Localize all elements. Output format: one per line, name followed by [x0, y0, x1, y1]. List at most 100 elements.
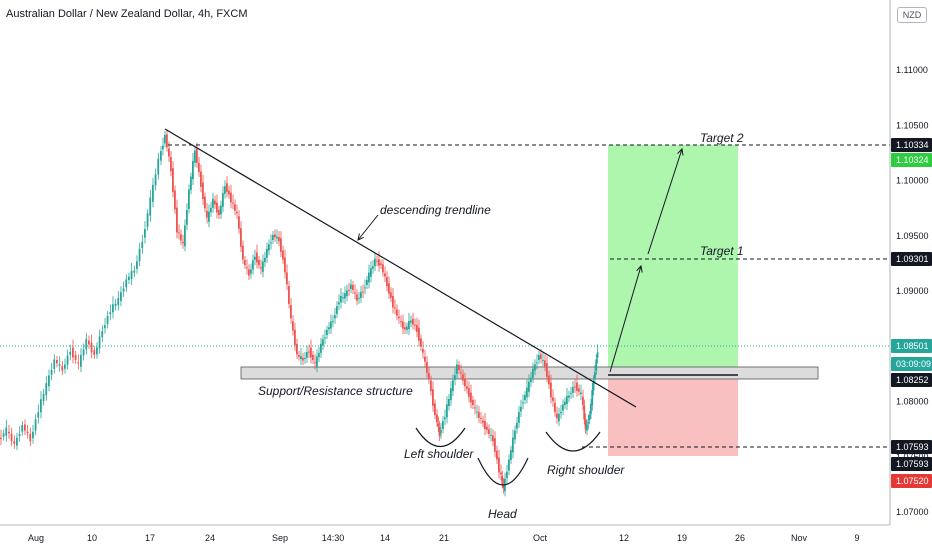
candle	[364, 279, 366, 295]
candle	[418, 319, 420, 347]
candle	[506, 464, 508, 484]
candle	[198, 156, 200, 178]
candle	[146, 209, 149, 231]
candle	[238, 210, 240, 234]
candle	[184, 219, 186, 252]
candle	[354, 284, 356, 300]
currency-badge[interactable]: NZD	[897, 7, 927, 23]
candle	[32, 424, 34, 444]
y-tick-label: 1.08000	[896, 397, 929, 407]
candle	[422, 341, 424, 359]
candle	[556, 406, 558, 424]
x-tick-label: 26	[735, 533, 745, 543]
candle	[466, 380, 468, 394]
candle	[133, 265, 136, 278]
candle	[29, 427, 32, 447]
y-tick-label: 1.07000	[896, 507, 929, 517]
candle	[430, 375, 432, 396]
candle	[437, 416, 440, 433]
candle	[424, 349, 426, 368]
candle	[570, 386, 572, 399]
candle	[374, 252, 376, 272]
candle	[558, 407, 560, 427]
candle	[16, 432, 18, 451]
price-tag-label: 1.07520	[896, 476, 929, 486]
candle	[258, 256, 260, 269]
candle	[286, 264, 288, 291]
candle	[24, 419, 26, 436]
candle	[254, 249, 256, 266]
candle	[526, 379, 528, 404]
candle	[372, 260, 374, 274]
candle	[591, 382, 594, 411]
candle	[96, 342, 98, 359]
candle	[122, 281, 125, 298]
candle	[536, 354, 538, 370]
candle	[408, 312, 410, 336]
candle	[106, 311, 109, 329]
candle	[72, 339, 74, 364]
candle	[340, 287, 342, 309]
candle	[480, 411, 482, 424]
price-tag-label: 1.10334	[896, 140, 929, 150]
candle	[452, 374, 454, 397]
price-tag-label: 03:09:09	[896, 359, 931, 369]
candle	[141, 234, 144, 254]
candle	[332, 315, 334, 328]
y-tick-label: 1.10500	[896, 120, 929, 130]
candle	[462, 369, 464, 386]
candle	[264, 251, 266, 268]
candle	[360, 286, 362, 303]
candle	[442, 416, 444, 434]
candle	[538, 351, 540, 364]
candle	[218, 206, 220, 219]
candle	[588, 411, 591, 424]
candle	[412, 312, 414, 330]
candle	[550, 374, 552, 404]
x-tick-label: 14	[380, 533, 390, 543]
candle	[182, 234, 184, 249]
price-tag: 1.07593	[891, 440, 932, 454]
candle	[18, 426, 21, 442]
candle	[40, 391, 42, 419]
candle	[366, 276, 368, 289]
candle	[26, 424, 29, 439]
x-tick-label: 10	[87, 533, 97, 543]
candle	[93, 346, 96, 359]
candle	[398, 309, 400, 324]
candle	[234, 199, 236, 216]
price-tag-label: 1.07593	[896, 459, 929, 469]
candle	[350, 279, 352, 294]
candle	[432, 381, 434, 412]
target2-label: Target 2	[700, 131, 744, 145]
candle	[464, 372, 466, 392]
candle	[568, 390, 570, 403]
candle	[314, 354, 316, 370]
candle	[236, 204, 238, 219]
candles	[0, 129, 599, 497]
time-axis[interactable]: Aug 10 17 24 Sep 14:30 14 21 Oct 12 19 26 Nov 9	[28, 533, 860, 543]
candle	[8, 424, 10, 439]
candle	[66, 349, 69, 370]
candle	[204, 192, 206, 213]
candle	[470, 384, 472, 409]
price-tag-label: 1.08252	[896, 375, 929, 385]
candle	[0, 429, 2, 446]
y-tick-label: 1.09500	[896, 231, 929, 241]
candle	[468, 381, 470, 403]
candle	[42, 388, 45, 406]
right-shoulder-label: Right shoulder	[547, 463, 625, 477]
candle	[10, 427, 13, 447]
candle	[64, 358, 66, 374]
candle	[136, 255, 138, 274]
candle	[496, 445, 498, 464]
candle	[362, 284, 364, 299]
candle	[310, 339, 312, 364]
descending-trendline[interactable]	[164, 128, 637, 408]
candle	[488, 424, 490, 439]
candle	[101, 325, 104, 343]
y-tick-label: 1.07500	[896, 452, 929, 462]
candle	[500, 464, 502, 481]
candle	[306, 346, 308, 363]
